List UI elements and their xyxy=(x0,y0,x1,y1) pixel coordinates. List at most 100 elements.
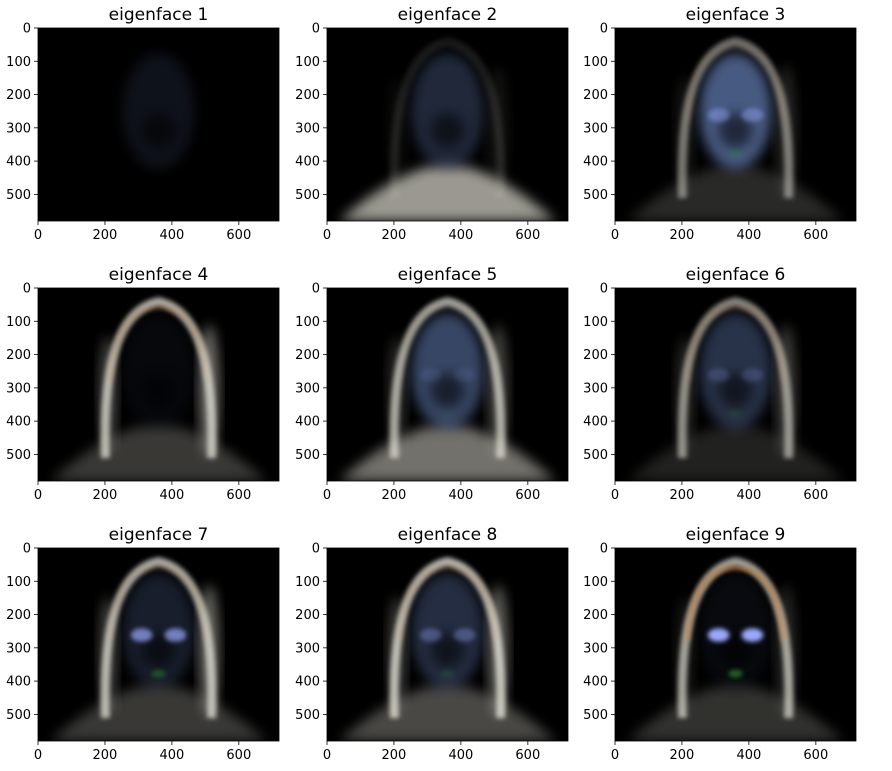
eigenface-panel: 0 200 400 600 0 100 200 300 400 500 eigenface 8 xyxy=(295,525,569,763)
x-tick-label: 400 xyxy=(736,748,761,763)
x-tick-label: 600 xyxy=(226,228,251,243)
eye-highlight-shape xyxy=(453,368,476,382)
rim-light-shape xyxy=(388,76,406,193)
face-shape xyxy=(699,53,772,170)
y-tick-label: 300 xyxy=(6,641,31,656)
mouth-highlight-shape xyxy=(728,149,743,158)
x-tick-label: 600 xyxy=(803,748,828,763)
y-tick-label: 500 xyxy=(583,188,608,203)
shoulders-shape xyxy=(50,426,267,481)
hair-rim-shape xyxy=(685,45,786,121)
y-tick-label: 100 xyxy=(583,575,608,590)
panel-title: eigenface 7 xyxy=(109,525,209,545)
y-tick-label: 100 xyxy=(583,55,608,70)
y-tick-label: 300 xyxy=(6,381,31,396)
x-tick-label: 0 xyxy=(34,228,42,243)
y-tick-label: 0 xyxy=(600,542,608,557)
y-tick-label: 200 xyxy=(583,348,608,363)
x-tick-label: 200 xyxy=(93,748,118,763)
face-shape xyxy=(699,573,772,690)
rim-light-shape xyxy=(676,336,694,453)
rim-light-shape xyxy=(676,596,694,713)
eye-highlight-shape xyxy=(741,368,764,382)
mouth-highlight-shape xyxy=(440,669,455,678)
x-tick-label: 200 xyxy=(382,488,407,503)
y-tick-label: 500 xyxy=(6,188,31,203)
rim-light-shape xyxy=(388,596,406,713)
x-tick-label: 400 xyxy=(448,488,473,503)
x-tick-label: 200 xyxy=(670,228,695,243)
eye-highlight-shape xyxy=(707,108,730,122)
face-shape xyxy=(411,313,484,430)
hair-rim-shape xyxy=(397,305,498,381)
hair-rim-shape xyxy=(685,565,786,641)
eye-highlight-shape xyxy=(453,628,476,642)
x-tick-label: 600 xyxy=(803,488,828,503)
x-tick-label: 0 xyxy=(323,228,331,243)
y-tick-label: 200 xyxy=(6,88,31,103)
x-tick-label: 600 xyxy=(515,488,540,503)
rim-light-shape xyxy=(388,336,406,453)
x-tick-label: 200 xyxy=(382,228,407,243)
y-tick-label: 100 xyxy=(295,315,320,330)
y-tick-label: 0 xyxy=(312,22,320,37)
axes-frame xyxy=(37,27,280,222)
eigenface-image xyxy=(339,37,556,221)
axes-frame xyxy=(614,27,857,222)
x-tick-label: 200 xyxy=(670,748,695,763)
y-tick-label: 200 xyxy=(583,608,608,623)
axes-frame xyxy=(326,287,569,482)
y-tick-label: 500 xyxy=(583,448,608,463)
rim-light-shape xyxy=(99,336,117,453)
y-tick-label: 200 xyxy=(295,88,320,103)
hair-rim-shape xyxy=(108,565,209,641)
y-tick-label: 0 xyxy=(600,282,608,297)
axes-frame xyxy=(614,547,857,742)
x-tick-label: 600 xyxy=(515,748,540,763)
eye-highlight-shape xyxy=(164,628,187,642)
eye-highlight-shape xyxy=(419,368,442,382)
eigenface-image xyxy=(339,557,556,741)
eigenface-panel: 0 200 400 600 0 100 200 300 400 500 eigenface 3 xyxy=(583,5,857,243)
eigenface-panel: 0 200 400 600 0 100 200 300 400 500 eigenface 6 xyxy=(583,265,857,503)
y-tick-label: 0 xyxy=(312,282,320,297)
panel-title: eigenface 6 xyxy=(686,265,786,285)
y-tick-label: 300 xyxy=(6,121,31,136)
x-tick-label: 400 xyxy=(736,488,761,503)
y-tick-label: 0 xyxy=(312,542,320,557)
shoulders-shape xyxy=(339,426,556,481)
face-shadow-shape xyxy=(141,633,176,668)
x-tick-label: 400 xyxy=(159,748,184,763)
y-tick-label: 200 xyxy=(295,608,320,623)
rim-light-shape xyxy=(776,324,796,457)
hair-rim-shape xyxy=(397,565,498,641)
axes-frame xyxy=(37,547,280,742)
y-tick-label: 100 xyxy=(295,575,320,590)
face-shape xyxy=(411,53,484,170)
x-tick-label: 200 xyxy=(93,228,118,243)
eigenface-panel: 0 200 400 600 0 100 200 300 400 500 eigenface 5 xyxy=(295,265,569,503)
eigenface-image xyxy=(50,557,267,741)
x-tick-label: 400 xyxy=(448,748,473,763)
rim-light-shape xyxy=(488,324,508,457)
y-tick-label: 400 xyxy=(295,155,320,170)
eigenface-panel: 0 200 400 600 0 100 200 300 400 500 eigenface 7 xyxy=(6,525,280,763)
face-shadow-shape xyxy=(430,373,465,408)
hair-rim-shape xyxy=(108,305,209,381)
y-tick-label: 300 xyxy=(295,641,320,656)
eigenface-panel: 0 200 400 600 0 100 200 300 400 500 eigenface 4 xyxy=(6,265,280,503)
face-shadow-shape xyxy=(141,113,176,148)
x-tick-label: 200 xyxy=(93,488,118,503)
face-shape xyxy=(122,313,195,430)
face-shadow-shape xyxy=(718,373,753,408)
y-tick-label: 400 xyxy=(295,415,320,430)
y-tick-label: 0 xyxy=(23,22,31,37)
eye-highlight-shape xyxy=(419,628,442,642)
panel-title: eigenface 3 xyxy=(686,5,786,25)
rim-light-shape xyxy=(488,584,508,717)
y-tick-label: 0 xyxy=(23,542,31,557)
y-tick-label: 500 xyxy=(295,708,320,723)
y-tick-label: 400 xyxy=(6,415,31,430)
axes-frame xyxy=(37,287,280,482)
